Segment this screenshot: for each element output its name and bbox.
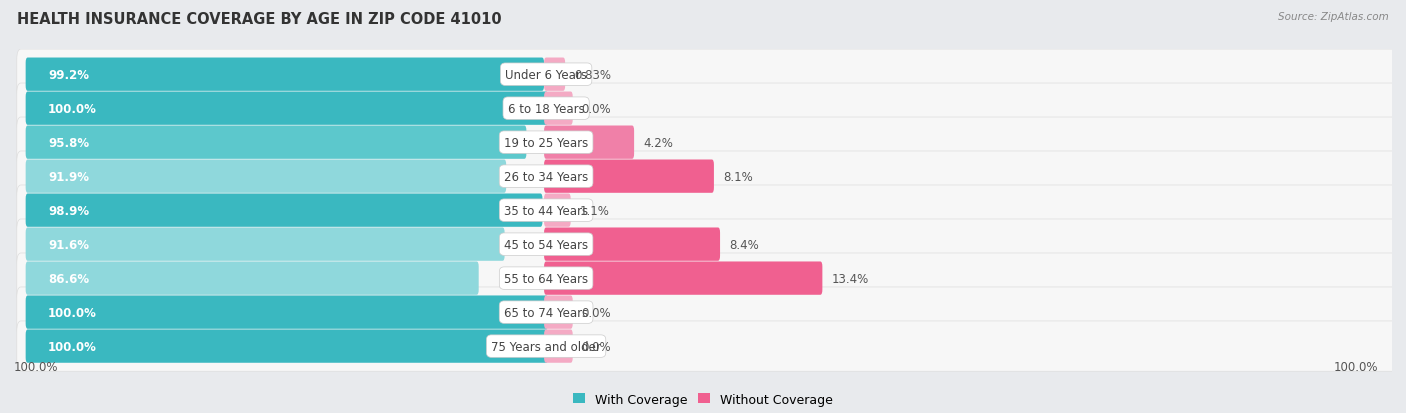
Text: 0.0%: 0.0% (582, 340, 612, 353)
Text: 55 to 64 Years: 55 to 64 Years (503, 272, 588, 285)
FancyBboxPatch shape (17, 219, 1403, 270)
Text: 91.6%: 91.6% (48, 238, 89, 251)
Text: 100.0%: 100.0% (1334, 360, 1378, 373)
Text: 99.2%: 99.2% (48, 69, 89, 81)
FancyBboxPatch shape (25, 126, 526, 159)
Text: 1.1%: 1.1% (579, 204, 609, 217)
Text: 19 to 25 Years: 19 to 25 Years (503, 136, 588, 149)
Text: 8.4%: 8.4% (728, 238, 759, 251)
Text: 8.1%: 8.1% (723, 170, 752, 183)
FancyBboxPatch shape (17, 185, 1403, 236)
FancyBboxPatch shape (17, 152, 1403, 202)
Text: Source: ZipAtlas.com: Source: ZipAtlas.com (1278, 12, 1389, 22)
FancyBboxPatch shape (544, 126, 634, 159)
FancyBboxPatch shape (544, 228, 720, 261)
FancyBboxPatch shape (544, 160, 714, 193)
FancyBboxPatch shape (25, 330, 548, 363)
Text: 100.0%: 100.0% (48, 340, 97, 353)
FancyBboxPatch shape (25, 262, 478, 295)
FancyBboxPatch shape (544, 58, 565, 92)
Text: 65 to 74 Years: 65 to 74 Years (503, 306, 588, 319)
FancyBboxPatch shape (25, 228, 505, 261)
FancyBboxPatch shape (25, 58, 544, 92)
Text: 13.4%: 13.4% (831, 272, 869, 285)
FancyBboxPatch shape (17, 84, 1403, 134)
Text: 4.2%: 4.2% (643, 136, 673, 149)
FancyBboxPatch shape (17, 287, 1403, 337)
FancyBboxPatch shape (17, 321, 1403, 371)
FancyBboxPatch shape (544, 296, 572, 329)
Text: 6 to 18 Years: 6 to 18 Years (508, 102, 585, 115)
Text: 26 to 34 Years: 26 to 34 Years (503, 170, 588, 183)
FancyBboxPatch shape (25, 296, 548, 329)
Text: 75 Years and older: 75 Years and older (491, 340, 600, 353)
FancyBboxPatch shape (544, 92, 572, 126)
Text: 0.83%: 0.83% (574, 69, 612, 81)
Text: Under 6 Years: Under 6 Years (505, 69, 588, 81)
Text: 91.9%: 91.9% (48, 170, 89, 183)
Text: 95.8%: 95.8% (48, 136, 90, 149)
Text: 100.0%: 100.0% (48, 102, 97, 115)
Text: 45 to 54 Years: 45 to 54 Years (503, 238, 588, 251)
Text: 86.6%: 86.6% (48, 272, 90, 285)
FancyBboxPatch shape (544, 262, 823, 295)
FancyBboxPatch shape (17, 118, 1403, 168)
FancyBboxPatch shape (17, 253, 1403, 304)
FancyBboxPatch shape (544, 330, 572, 363)
Text: 35 to 44 Years: 35 to 44 Years (503, 204, 588, 217)
Text: 100.0%: 100.0% (14, 360, 59, 373)
Text: 0.0%: 0.0% (582, 306, 612, 319)
Legend: With Coverage, Without Coverage: With Coverage, Without Coverage (568, 388, 838, 411)
FancyBboxPatch shape (25, 92, 548, 126)
FancyBboxPatch shape (544, 194, 571, 227)
FancyBboxPatch shape (25, 160, 506, 193)
Text: 100.0%: 100.0% (48, 306, 97, 319)
Text: 0.0%: 0.0% (582, 102, 612, 115)
FancyBboxPatch shape (17, 50, 1403, 100)
Text: 98.9%: 98.9% (48, 204, 90, 217)
Text: HEALTH INSURANCE COVERAGE BY AGE IN ZIP CODE 41010: HEALTH INSURANCE COVERAGE BY AGE IN ZIP … (17, 12, 502, 27)
FancyBboxPatch shape (25, 194, 543, 227)
